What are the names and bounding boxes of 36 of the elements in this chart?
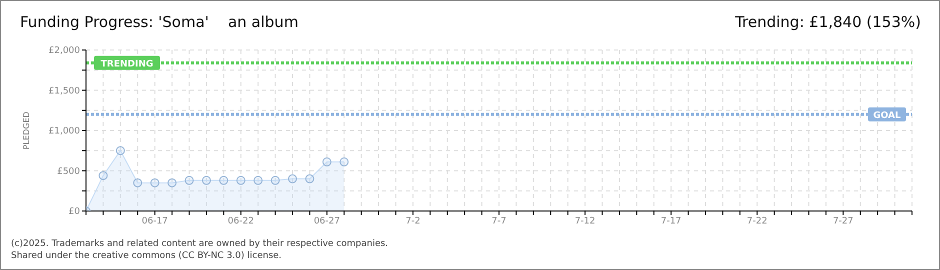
point bbox=[236, 176, 246, 185]
y-tick-label: £2,000 bbox=[48, 46, 80, 56]
x-tick-label: 7-27 bbox=[832, 216, 854, 226]
y-tick-label: £1,500 bbox=[48, 86, 80, 96]
point bbox=[150, 178, 160, 188]
point bbox=[288, 174, 297, 184]
point bbox=[219, 176, 228, 185]
x-tick-label: 7-7 bbox=[492, 216, 506, 226]
x-tick-label: 7-12 bbox=[574, 216, 596, 226]
x-tick-label: 06-27 bbox=[314, 216, 340, 226]
point bbox=[305, 174, 314, 184]
point bbox=[254, 176, 263, 185]
chart-title: Funding Progress: 'Soma' an album bbox=[20, 13, 298, 31]
x-tick-label: 7-17 bbox=[660, 216, 682, 226]
ref-line-label: GOAL bbox=[873, 110, 902, 121]
y-tick-label: £1,000 bbox=[48, 126, 80, 137]
x-tick-label: 7-22 bbox=[746, 216, 768, 226]
chart-subtitle: Trending: £1,840 (153%) bbox=[735, 13, 921, 31]
point bbox=[184, 176, 194, 185]
x-tick-label: 06-17 bbox=[142, 216, 168, 226]
point bbox=[133, 178, 142, 188]
text: (c)2025. Trademarks and related content are owned by their respective companies. bbox=[11, 238, 388, 250]
point bbox=[116, 146, 125, 156]
point bbox=[202, 176, 211, 185]
point bbox=[168, 178, 177, 188]
x-tick-label: 7-2 bbox=[406, 216, 420, 226]
point bbox=[340, 157, 349, 166]
y-tick-label: £500 bbox=[57, 166, 80, 177]
point bbox=[322, 157, 332, 166]
x-tick-label: 06-22 bbox=[228, 216, 254, 226]
text: Shared under the creative commons (CC BY-NC 3.0) license. bbox=[11, 250, 283, 262]
ref-line-label: TRENDING bbox=[100, 59, 154, 70]
y-tick-label: £0 bbox=[68, 207, 80, 218]
point bbox=[270, 176, 280, 185]
y-axis-title: PLEDGED bbox=[22, 112, 31, 150]
point bbox=[98, 171, 108, 180]
